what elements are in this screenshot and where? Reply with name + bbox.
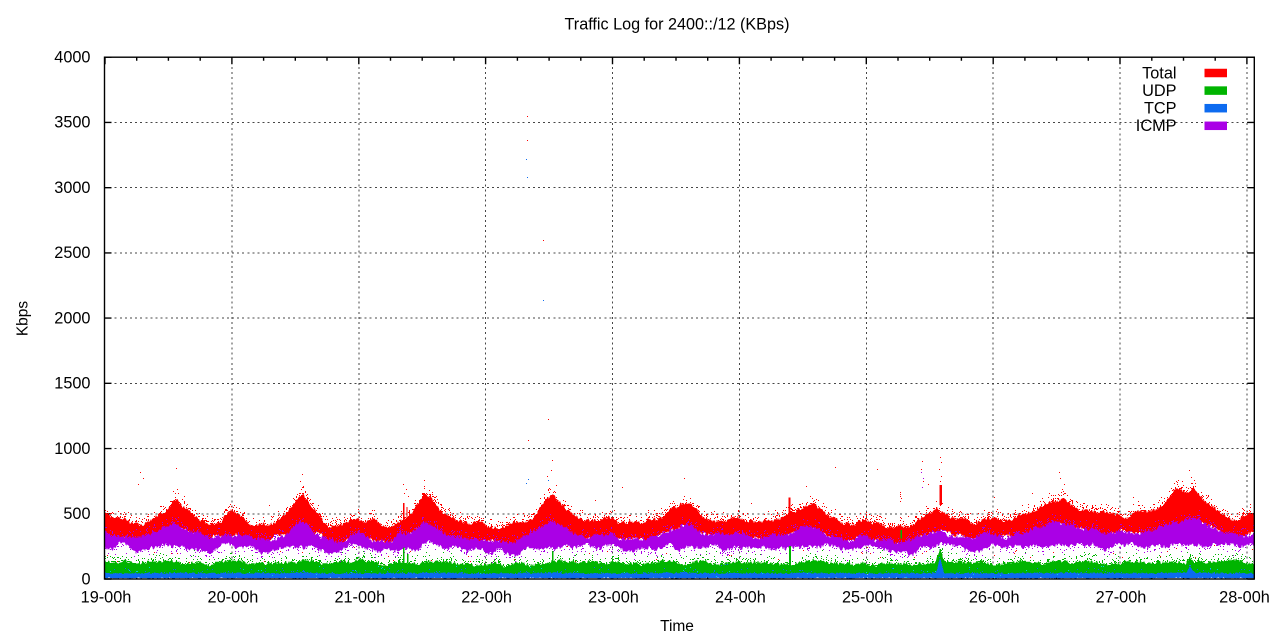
svg-text:25-00h: 25-00h [842, 589, 893, 607]
svg-text:21-00h: 21-00h [334, 589, 385, 607]
svg-text:19-00h: 19-00h [81, 589, 132, 607]
svg-text:500: 500 [63, 505, 90, 523]
svg-text:4000: 4000 [54, 49, 90, 67]
svg-text:26-00h: 26-00h [969, 589, 1020, 607]
svg-text:24-00h: 24-00h [715, 589, 766, 607]
svg-text:3000: 3000 [54, 179, 90, 197]
svg-text:27-00h: 27-00h [1096, 589, 1147, 607]
svg-text:28-00h: 28-00h [1219, 589, 1270, 607]
svg-text:2500: 2500 [54, 244, 90, 262]
svg-text:Time: Time [660, 618, 694, 635]
svg-text:0: 0 [81, 570, 90, 588]
svg-text:Total: Total [1142, 64, 1176, 82]
svg-text:TCP: TCP [1144, 100, 1177, 118]
svg-text:23-00h: 23-00h [588, 589, 639, 607]
svg-text:3500: 3500 [54, 114, 90, 132]
svg-text:Traffic Log for 2400::/12 (KBp: Traffic Log for 2400::/12 (KBps) [565, 16, 790, 34]
svg-text:1500: 1500 [54, 375, 90, 393]
svg-text:ICMP: ICMP [1136, 117, 1177, 135]
svg-text:20-00h: 20-00h [208, 589, 259, 607]
svg-text:1000: 1000 [54, 440, 90, 458]
svg-text:2000: 2000 [54, 309, 90, 327]
svg-text:Kbps: Kbps [15, 301, 32, 337]
svg-text:UDP: UDP [1142, 82, 1176, 100]
svg-text:22-00h: 22-00h [461, 589, 512, 607]
